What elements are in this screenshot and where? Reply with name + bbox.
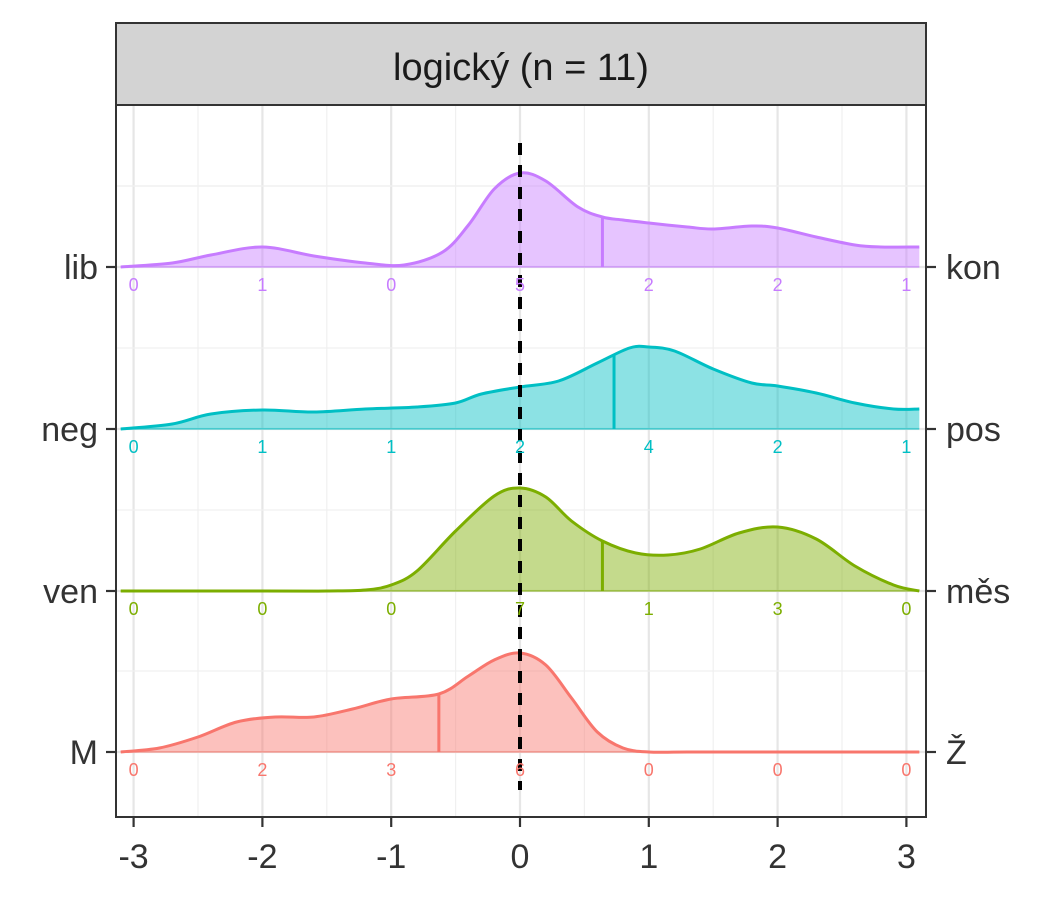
count-label: 0 [773, 760, 783, 780]
count-label: 1 [257, 275, 267, 295]
x-tick-label: 0 [511, 838, 530, 876]
y-label-right: pos [946, 411, 1001, 449]
count-label: 0 [386, 275, 396, 295]
density-line [120, 486, 920, 593]
count-label: 0 [257, 599, 267, 619]
count-label: 0 [129, 275, 139, 295]
count-label: 2 [515, 437, 525, 457]
count-label: 0 [901, 760, 911, 780]
count-label: 0 [129, 760, 139, 780]
count-label: 1 [644, 599, 654, 619]
x-tick-label: -2 [247, 838, 277, 876]
x-tick-label: 2 [768, 838, 787, 876]
y-label-left: ven [43, 573, 98, 611]
count-label: 3 [386, 760, 396, 780]
count-label: 2 [773, 275, 783, 295]
count-label: 0 [129, 437, 139, 457]
strip-title: logický (n = 11) [393, 47, 649, 89]
count-label: 7 [515, 599, 525, 619]
strip-background [115, 22, 927, 106]
x-tick-label: 1 [639, 838, 658, 876]
count-label: 0 [129, 599, 139, 619]
y-label-left: neg [41, 411, 98, 449]
count-label: 0 [644, 760, 654, 780]
count-label: 5 [515, 275, 525, 295]
count-label: 1 [901, 437, 911, 457]
count-label: 0 [901, 599, 911, 619]
count-label: 2 [257, 760, 267, 780]
y-label-left: M [70, 734, 98, 772]
y-label-right: kon [946, 249, 1001, 287]
count-label: 1 [901, 275, 911, 295]
x-tick-label: 3 [897, 838, 916, 876]
y-label-right: Ž [946, 734, 967, 772]
count-label: 2 [644, 275, 654, 295]
count-label: 4 [644, 437, 654, 457]
count-label: 1 [386, 437, 396, 457]
facet-strip: logický (n = 11) [115, 22, 927, 106]
count-label: 6 [515, 760, 525, 780]
count-label: 3 [773, 599, 783, 619]
count-label: 1 [257, 437, 267, 457]
y-axis-right: kon pos měs Ž [926, 249, 1010, 772]
x-tick-label: -1 [376, 838, 406, 876]
density-line [120, 344, 920, 431]
x-axis: -3 -2 -1 0 1 2 3 [118, 817, 916, 876]
count-label: 2 [773, 437, 783, 457]
y-label-left: lib [64, 249, 98, 287]
y-label-right: měs [946, 573, 1010, 611]
y-axis-left: lib neg ven M [41, 249, 116, 772]
x-tick-label: -3 [118, 838, 148, 876]
density-line [120, 171, 920, 269]
count-labels: 0 1 0 5 2 2 1 0 1 1 2 4 2 1 0 0 0 7 1 3 0 0 2 3 6 0 0 0 [129, 275, 912, 780]
count-label: 0 [386, 599, 396, 619]
